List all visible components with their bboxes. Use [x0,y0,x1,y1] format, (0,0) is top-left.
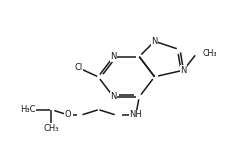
Text: CH₃: CH₃ [44,124,59,132]
Text: N: N [151,37,158,46]
Text: H₃C: H₃C [20,105,35,114]
Text: N: N [110,52,117,61]
Text: N: N [110,92,117,101]
Text: N: N [180,66,187,75]
Text: Cl: Cl [74,63,82,72]
Text: CH₃: CH₃ [203,49,217,58]
Text: O: O [65,110,72,119]
Text: NH: NH [129,110,142,119]
